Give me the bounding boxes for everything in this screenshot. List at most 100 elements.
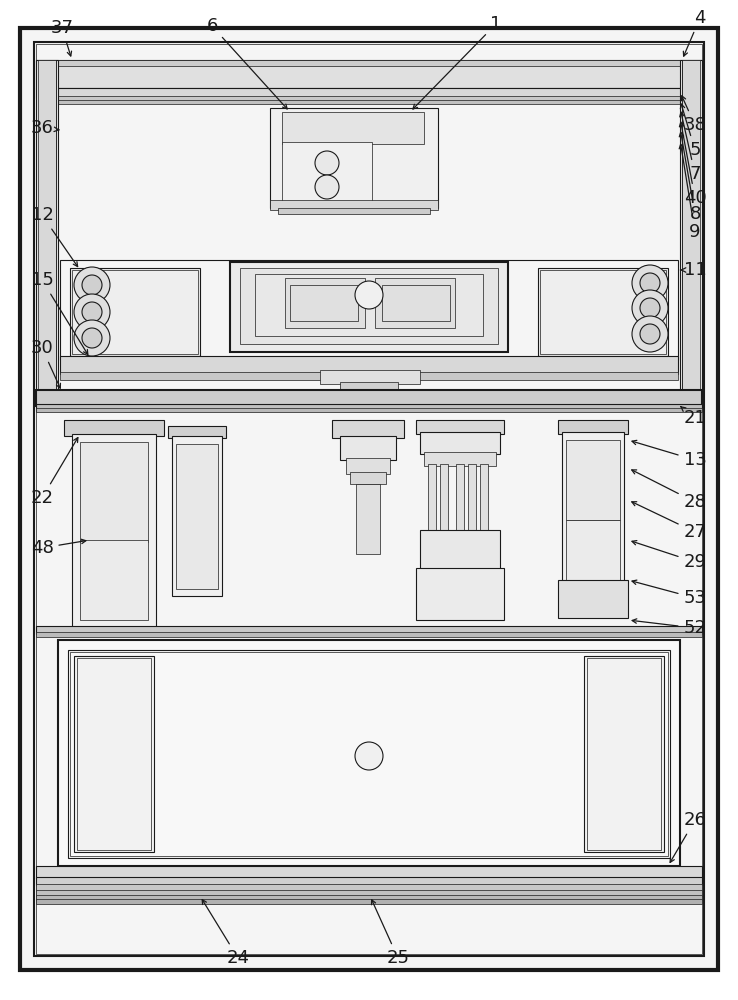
Bar xyxy=(538,268,668,356)
Text: 7: 7 xyxy=(680,112,701,183)
Bar xyxy=(36,60,58,400)
Text: 38: 38 xyxy=(682,96,706,134)
Bar xyxy=(416,568,504,620)
Bar xyxy=(36,60,702,88)
Text: 21: 21 xyxy=(680,407,706,427)
Bar xyxy=(36,404,702,411)
Text: 27: 27 xyxy=(632,502,706,541)
Text: 40: 40 xyxy=(680,122,706,207)
Bar xyxy=(60,372,678,380)
Bar xyxy=(562,432,624,587)
Bar xyxy=(80,442,148,542)
Bar xyxy=(58,640,680,866)
Text: 25: 25 xyxy=(371,900,410,967)
Bar xyxy=(290,285,358,321)
Circle shape xyxy=(82,328,102,348)
Bar xyxy=(172,436,222,596)
Bar xyxy=(68,650,670,858)
Bar xyxy=(36,884,702,891)
Text: 26: 26 xyxy=(670,811,706,862)
Circle shape xyxy=(315,151,339,175)
Bar xyxy=(60,260,678,360)
Bar xyxy=(176,444,218,589)
Bar xyxy=(72,270,198,354)
Bar xyxy=(64,420,164,436)
Circle shape xyxy=(82,302,102,322)
Bar xyxy=(420,530,500,572)
Bar xyxy=(80,540,148,620)
Bar xyxy=(375,278,455,328)
Bar xyxy=(72,434,156,629)
Circle shape xyxy=(74,320,110,356)
Text: 15: 15 xyxy=(30,271,88,354)
Bar xyxy=(74,656,154,852)
Circle shape xyxy=(640,324,660,344)
Bar xyxy=(382,285,450,321)
Bar xyxy=(282,142,372,202)
Text: 5: 5 xyxy=(680,104,701,159)
Circle shape xyxy=(74,294,110,330)
Circle shape xyxy=(632,290,668,326)
Circle shape xyxy=(355,742,383,770)
Bar xyxy=(36,96,702,101)
Text: 1: 1 xyxy=(413,15,502,109)
Bar xyxy=(270,108,438,208)
Bar xyxy=(566,520,620,582)
Circle shape xyxy=(632,316,668,352)
Text: 52: 52 xyxy=(632,619,706,637)
Bar xyxy=(332,420,404,438)
Text: 22: 22 xyxy=(30,438,78,507)
Bar xyxy=(468,464,476,604)
Text: 24: 24 xyxy=(202,900,249,967)
Bar xyxy=(282,112,424,144)
Bar xyxy=(70,268,200,356)
Bar xyxy=(278,208,430,214)
Bar xyxy=(36,390,702,406)
Circle shape xyxy=(74,267,110,303)
Bar xyxy=(440,464,448,604)
Text: 12: 12 xyxy=(30,206,77,267)
Bar xyxy=(424,452,496,466)
Bar xyxy=(36,895,702,900)
Bar xyxy=(270,200,438,210)
Bar xyxy=(36,899,702,904)
Bar xyxy=(346,458,390,474)
Circle shape xyxy=(640,298,660,318)
Text: 4: 4 xyxy=(683,9,706,56)
Circle shape xyxy=(632,265,668,301)
Bar xyxy=(350,472,386,484)
Bar xyxy=(36,408,702,412)
Circle shape xyxy=(315,175,339,199)
Bar xyxy=(36,877,702,885)
Bar xyxy=(38,60,56,400)
Bar xyxy=(682,60,700,400)
Bar xyxy=(36,60,702,66)
Text: 48: 48 xyxy=(30,539,86,557)
Bar xyxy=(240,268,498,344)
Bar xyxy=(60,356,678,374)
Text: 6: 6 xyxy=(207,17,287,109)
Bar xyxy=(480,464,488,604)
Bar xyxy=(36,88,702,98)
Bar xyxy=(77,658,151,850)
Bar xyxy=(36,632,702,637)
Bar xyxy=(416,420,504,434)
Circle shape xyxy=(640,273,660,293)
Text: 29: 29 xyxy=(632,541,706,571)
Bar xyxy=(420,432,500,454)
Circle shape xyxy=(355,281,383,309)
Text: 36: 36 xyxy=(30,119,59,137)
Text: 13: 13 xyxy=(632,440,706,469)
Text: 37: 37 xyxy=(50,19,74,56)
Bar xyxy=(456,464,464,604)
Bar xyxy=(587,658,661,850)
Bar xyxy=(356,484,380,554)
Bar xyxy=(168,426,226,438)
Text: 53: 53 xyxy=(632,580,706,607)
Bar xyxy=(70,652,668,856)
Bar xyxy=(584,656,664,852)
Bar xyxy=(230,262,508,352)
Text: 30: 30 xyxy=(30,339,61,388)
Bar xyxy=(285,278,365,328)
Bar xyxy=(428,464,436,604)
